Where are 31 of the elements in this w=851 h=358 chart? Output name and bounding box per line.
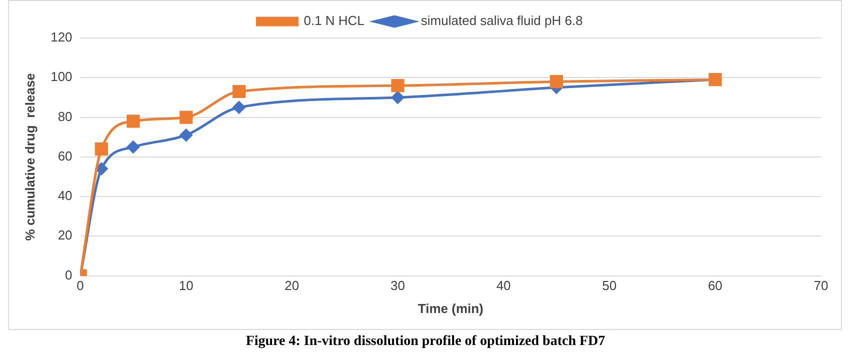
point	[391, 79, 404, 92]
y-tick-label: 100	[50, 69, 72, 84]
x-tick-label: 40	[496, 278, 511, 294]
y-tick-label: 80	[58, 108, 72, 124]
y-tick-label: 40	[58, 188, 72, 204]
x-tick-label: 30	[390, 278, 405, 294]
legend-label: simulated saliva fluid pH 6.8	[420, 13, 583, 28]
x-tick-label: 60	[708, 278, 722, 294]
point	[232, 101, 246, 114]
point	[232, 84, 246, 98]
y-tick-label: 20	[58, 228, 72, 243]
point	[95, 162, 108, 176]
y-tick-label: 120	[50, 30, 72, 45]
x-tick-label: 50	[602, 278, 617, 294]
x-tick-label: 20	[284, 278, 300, 294]
x-tick-label: 0	[76, 278, 84, 294]
caption: Figure 4: In-vitro dissolution profile of optimized batch FD7	[244, 334, 606, 350]
x-tick-label: 70	[814, 278, 828, 294]
y-axis-title: % cumulative drug release	[22, 73, 38, 241]
legend-label: 0.1 N HCL	[304, 13, 364, 28]
point	[94, 142, 108, 156]
point	[180, 128, 192, 142]
point	[391, 91, 404, 104]
point	[126, 114, 140, 128]
x-axis-title: Time (min)	[418, 300, 484, 316]
point	[550, 75, 564, 88]
point	[180, 110, 193, 124]
y-tick-label: 60	[58, 148, 72, 164]
point	[126, 140, 140, 154]
x-tick-label: 10	[178, 278, 194, 294]
y-tick-label: 0	[65, 267, 72, 282]
